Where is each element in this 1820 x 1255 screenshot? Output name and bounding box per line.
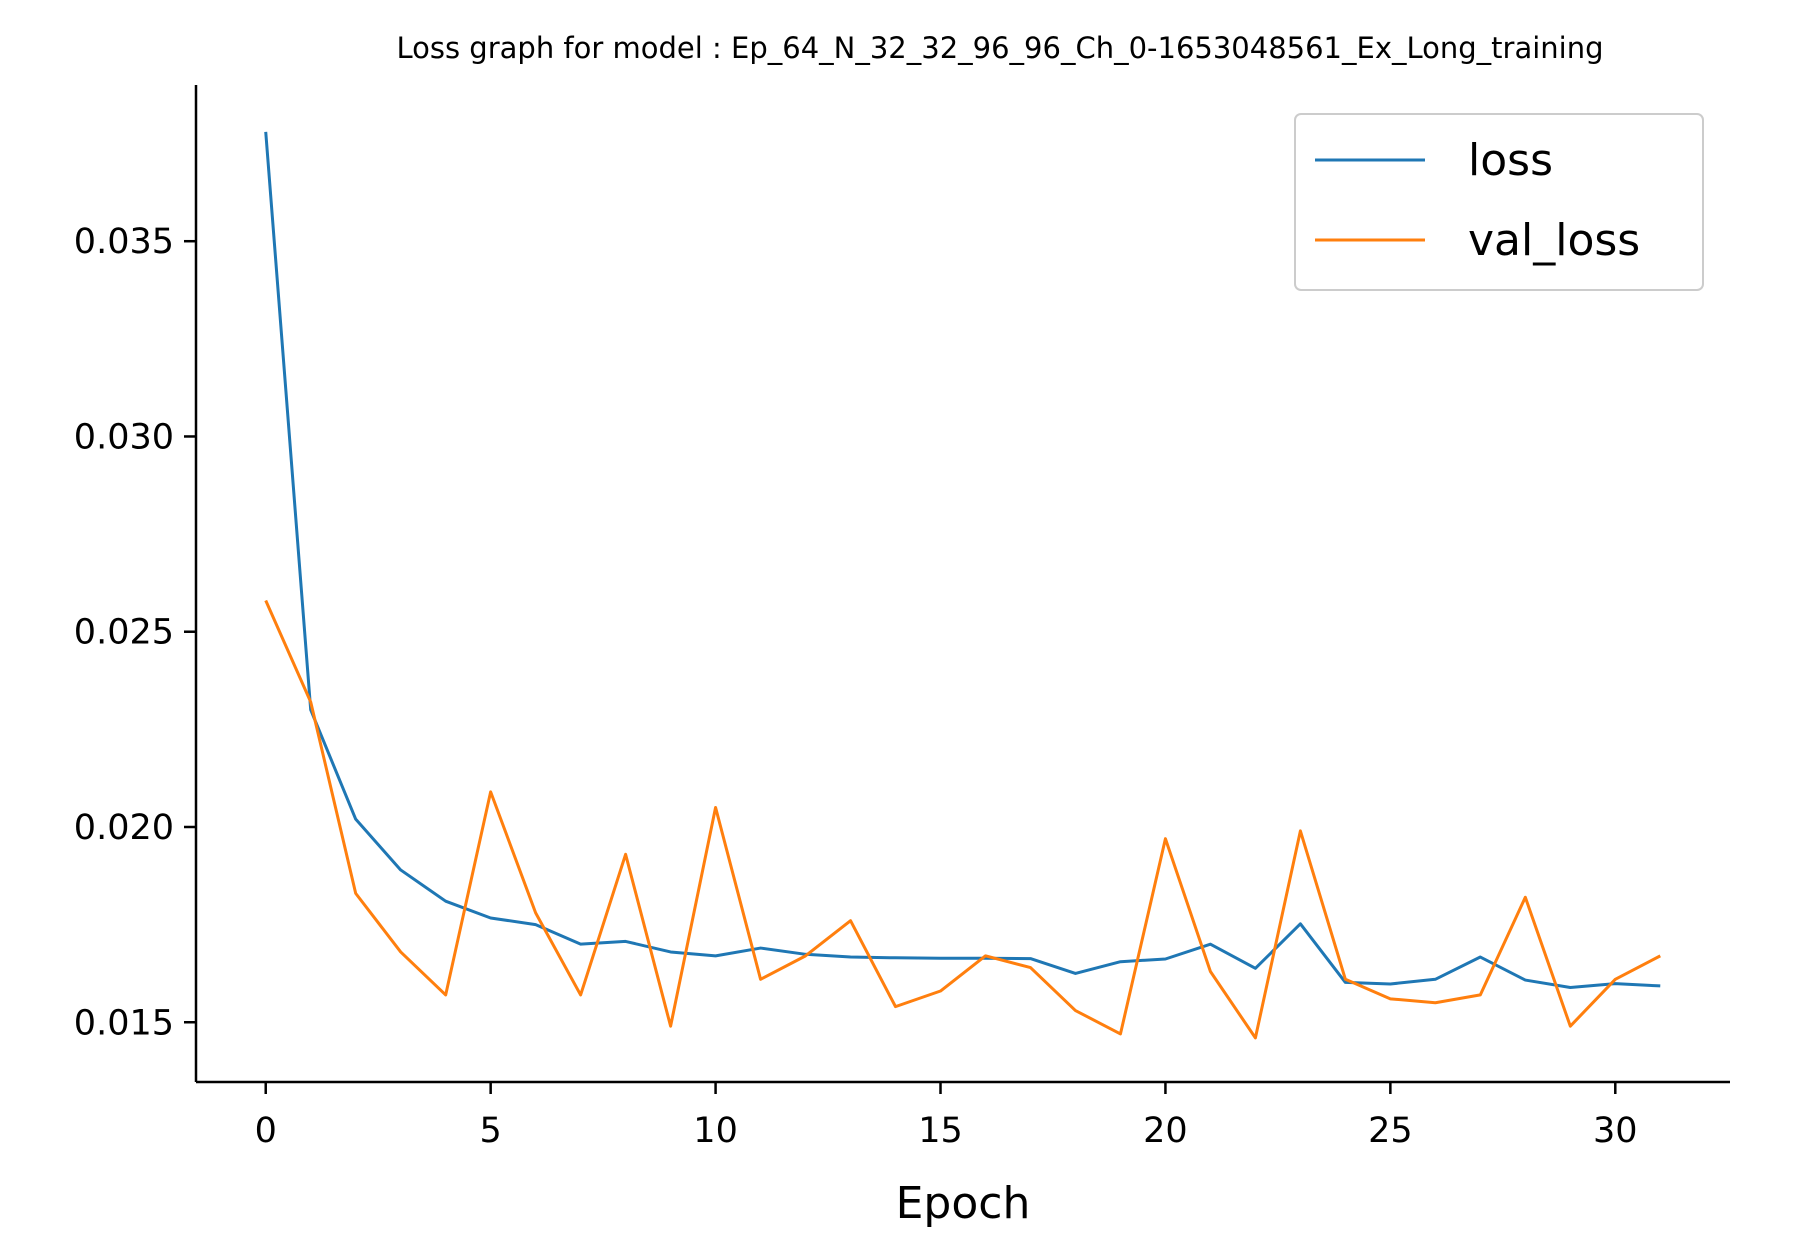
legend-box — [1294, 113, 1704, 291]
y-tick-label: 0.015 — [74, 1003, 174, 1043]
x-tick-label: 25 — [1368, 1111, 1413, 1151]
x-tick-label: 15 — [918, 1111, 963, 1151]
x-tick-label: 20 — [1143, 1111, 1188, 1151]
series-line-loss — [264, 131, 1661, 989]
y-tick-label: 0.030 — [74, 417, 174, 457]
legend-items: loss val_loss — [1315, 135, 1640, 266]
x-axis-label: Epoch — [896, 1178, 1031, 1229]
series-line-val-loss — [264, 599, 1661, 1040]
x-tick-label: 5 — [480, 1111, 502, 1151]
series-layer — [264, 131, 1661, 1040]
x-tick-label: 30 — [1593, 1111, 1638, 1151]
axes — [194, 85, 1730, 1084]
x-tick-label: 10 — [693, 1111, 738, 1151]
y-tick-label: 0.020 — [74, 808, 174, 848]
legend: loss val_loss — [1294, 113, 1704, 291]
y-tick-label: 0.025 — [74, 613, 174, 653]
legend-label-val-loss: val_loss — [1468, 215, 1640, 266]
chart-title: Loss graph for model : Ep_64_N_32_32_96_… — [396, 31, 1603, 65]
x-tick-label: 0 — [255, 1111, 277, 1151]
legend-label-loss: loss — [1468, 135, 1553, 186]
y-tick-label: 0.035 — [74, 222, 174, 262]
y-ticks: 0.015 0.020 0.025 0.030 0.035 — [74, 222, 196, 1043]
x-ticks: 0 5 10 15 20 25 30 — [255, 1082, 1638, 1151]
